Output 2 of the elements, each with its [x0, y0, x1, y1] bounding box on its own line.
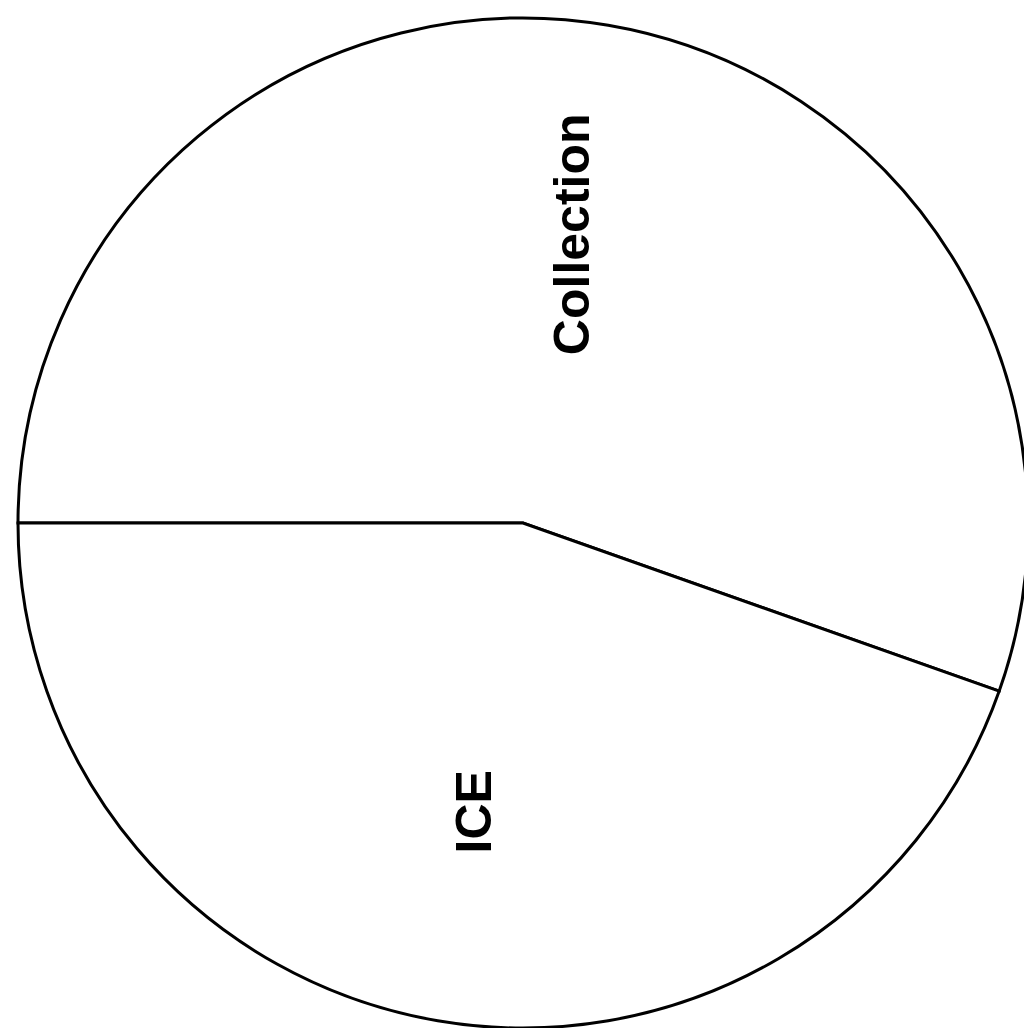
slice-label: ICE	[445, 770, 502, 854]
slice-label: Collection	[544, 113, 601, 356]
